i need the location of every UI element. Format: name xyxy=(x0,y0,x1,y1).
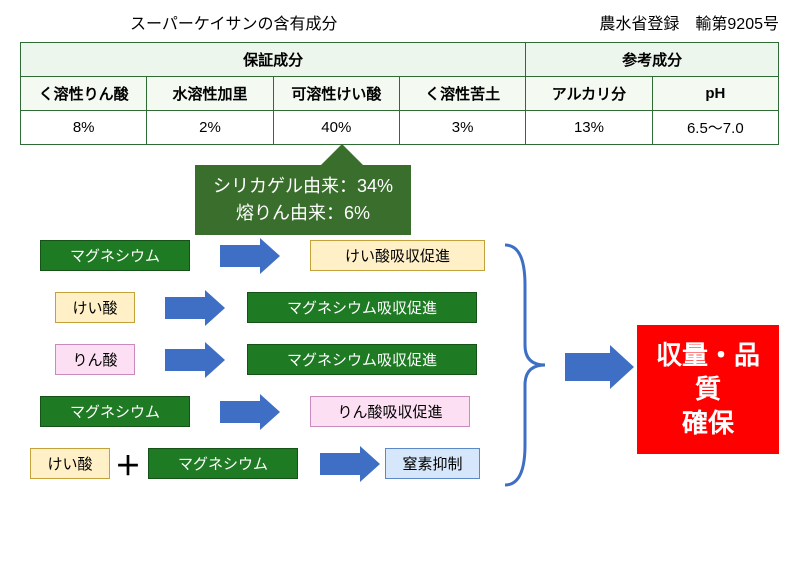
arrow-right-icon xyxy=(565,345,634,389)
composition-table: 保証成分 参考成分 く溶性りん酸 水溶性加里 可溶性けい酸 く溶性苦土 アルカリ… xyxy=(20,42,779,145)
cell-value: 2% xyxy=(147,111,273,145)
flow-tag: りん酸吸収促進 xyxy=(310,396,470,427)
result-line1: 収量・品質 xyxy=(653,339,763,407)
flow-tag: マグネシウム吸収促進 xyxy=(247,292,477,323)
cell-value: 6.5～7.0 xyxy=(652,111,778,145)
callout-line2: 熔りん由来：6% xyxy=(213,200,393,227)
cell-value: 8% xyxy=(21,111,147,145)
callout: シリカゲル由来：34% 熔りん由来：6% xyxy=(20,145,779,235)
flow-tag: けい酸 xyxy=(30,448,110,479)
cell-value: 13% xyxy=(526,111,652,145)
callout-line1: シリカゲル由来：34% xyxy=(213,173,393,200)
result-line2: 確保 xyxy=(653,407,763,441)
flow-tag: けい酸 xyxy=(55,292,135,323)
arrow-right-icon xyxy=(320,446,380,482)
flow-tag: りん酸 xyxy=(55,344,135,375)
arrow-right-icon xyxy=(165,342,225,378)
registration-number: 農水省登録 輸第9205号 xyxy=(599,10,779,34)
cell-value: 40% xyxy=(273,111,399,145)
callout-box: シリカゲル由来：34% 熔りん由来：6% xyxy=(195,165,411,235)
flow-tag: マグネシウム xyxy=(40,240,190,271)
col-header: 水溶性加里 xyxy=(147,77,273,111)
arrow-right-icon xyxy=(165,290,225,326)
flow-tag: マグネシウム xyxy=(148,448,298,479)
flow-tag: マグネシウム xyxy=(40,396,190,427)
header: スーパーケイサンの含有成分 農水省登録 輸第9205号 xyxy=(20,10,779,42)
result-box: 収量・品質 確保 xyxy=(637,325,779,454)
page-title: スーパーケイサンの含有成分 xyxy=(130,10,338,34)
flow-tag: けい酸吸収促進 xyxy=(310,240,485,271)
group-header-reference: 参考成分 xyxy=(526,43,779,77)
flow-tag: マグネシウム吸収促進 xyxy=(247,344,477,375)
col-header: く溶性苦土 xyxy=(399,77,525,111)
col-header: 可溶性けい酸 xyxy=(273,77,399,111)
group-header-guaranteed: 保証成分 xyxy=(21,43,526,77)
col-header: く溶性りん酸 xyxy=(21,77,147,111)
arrow-right-icon xyxy=(220,238,280,274)
flow-tag: 窒素抑制 xyxy=(385,448,480,479)
plus-icon: ＋ xyxy=(115,446,141,483)
callout-pointer xyxy=(320,144,364,166)
curly-brace-icon xyxy=(500,235,555,495)
col-header: pH xyxy=(652,77,778,111)
cell-value: 3% xyxy=(399,111,525,145)
arrow-right-icon xyxy=(220,394,280,430)
flow-diagram: 収量・品質 確保 マグネシウムけい酸吸収促進けい酸マグネシウム吸収促進りん酸マグ… xyxy=(20,235,779,535)
col-header: アルカリ分 xyxy=(526,77,652,111)
